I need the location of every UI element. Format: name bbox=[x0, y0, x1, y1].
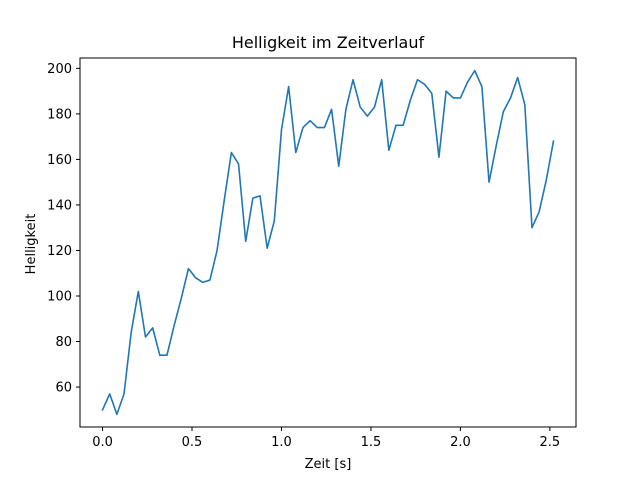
y-tick-label: 60 bbox=[55, 381, 72, 396]
plot-frame bbox=[79, 57, 577, 428]
x-tick-label: 1.0 bbox=[271, 435, 292, 450]
x-axis-ticks: 0.0 0.5 1.0 1.5 2.0 2.5 bbox=[92, 427, 560, 450]
y-tick-label: 100 bbox=[47, 289, 72, 304]
x-tick-label: 0.5 bbox=[182, 435, 203, 450]
x-tick-label: 1.5 bbox=[361, 435, 382, 450]
y-tick-label: 200 bbox=[47, 62, 72, 77]
y-tick-label: 140 bbox=[47, 198, 72, 213]
series-line-0 bbox=[101, 69, 555, 416]
x-tick-label: 0.0 bbox=[92, 435, 113, 450]
x-tick-label: 2.5 bbox=[540, 435, 561, 450]
plot-area bbox=[101, 69, 555, 416]
x-tick-label: 2.0 bbox=[450, 435, 471, 450]
y-axis-label: Helligkeit bbox=[24, 214, 39, 275]
chart-title: Helligkeit im Zeitverlauf bbox=[232, 33, 425, 52]
y-tick-label: 120 bbox=[47, 244, 72, 259]
x-axis-label: Zeit [s] bbox=[305, 457, 352, 472]
y-axis-ticks: 60 80 100 120 140 160 180 200 bbox=[47, 62, 80, 396]
y-tick-label: 160 bbox=[47, 153, 72, 168]
y-tick-label: 80 bbox=[55, 335, 72, 350]
y-tick-label: 180 bbox=[47, 107, 72, 122]
